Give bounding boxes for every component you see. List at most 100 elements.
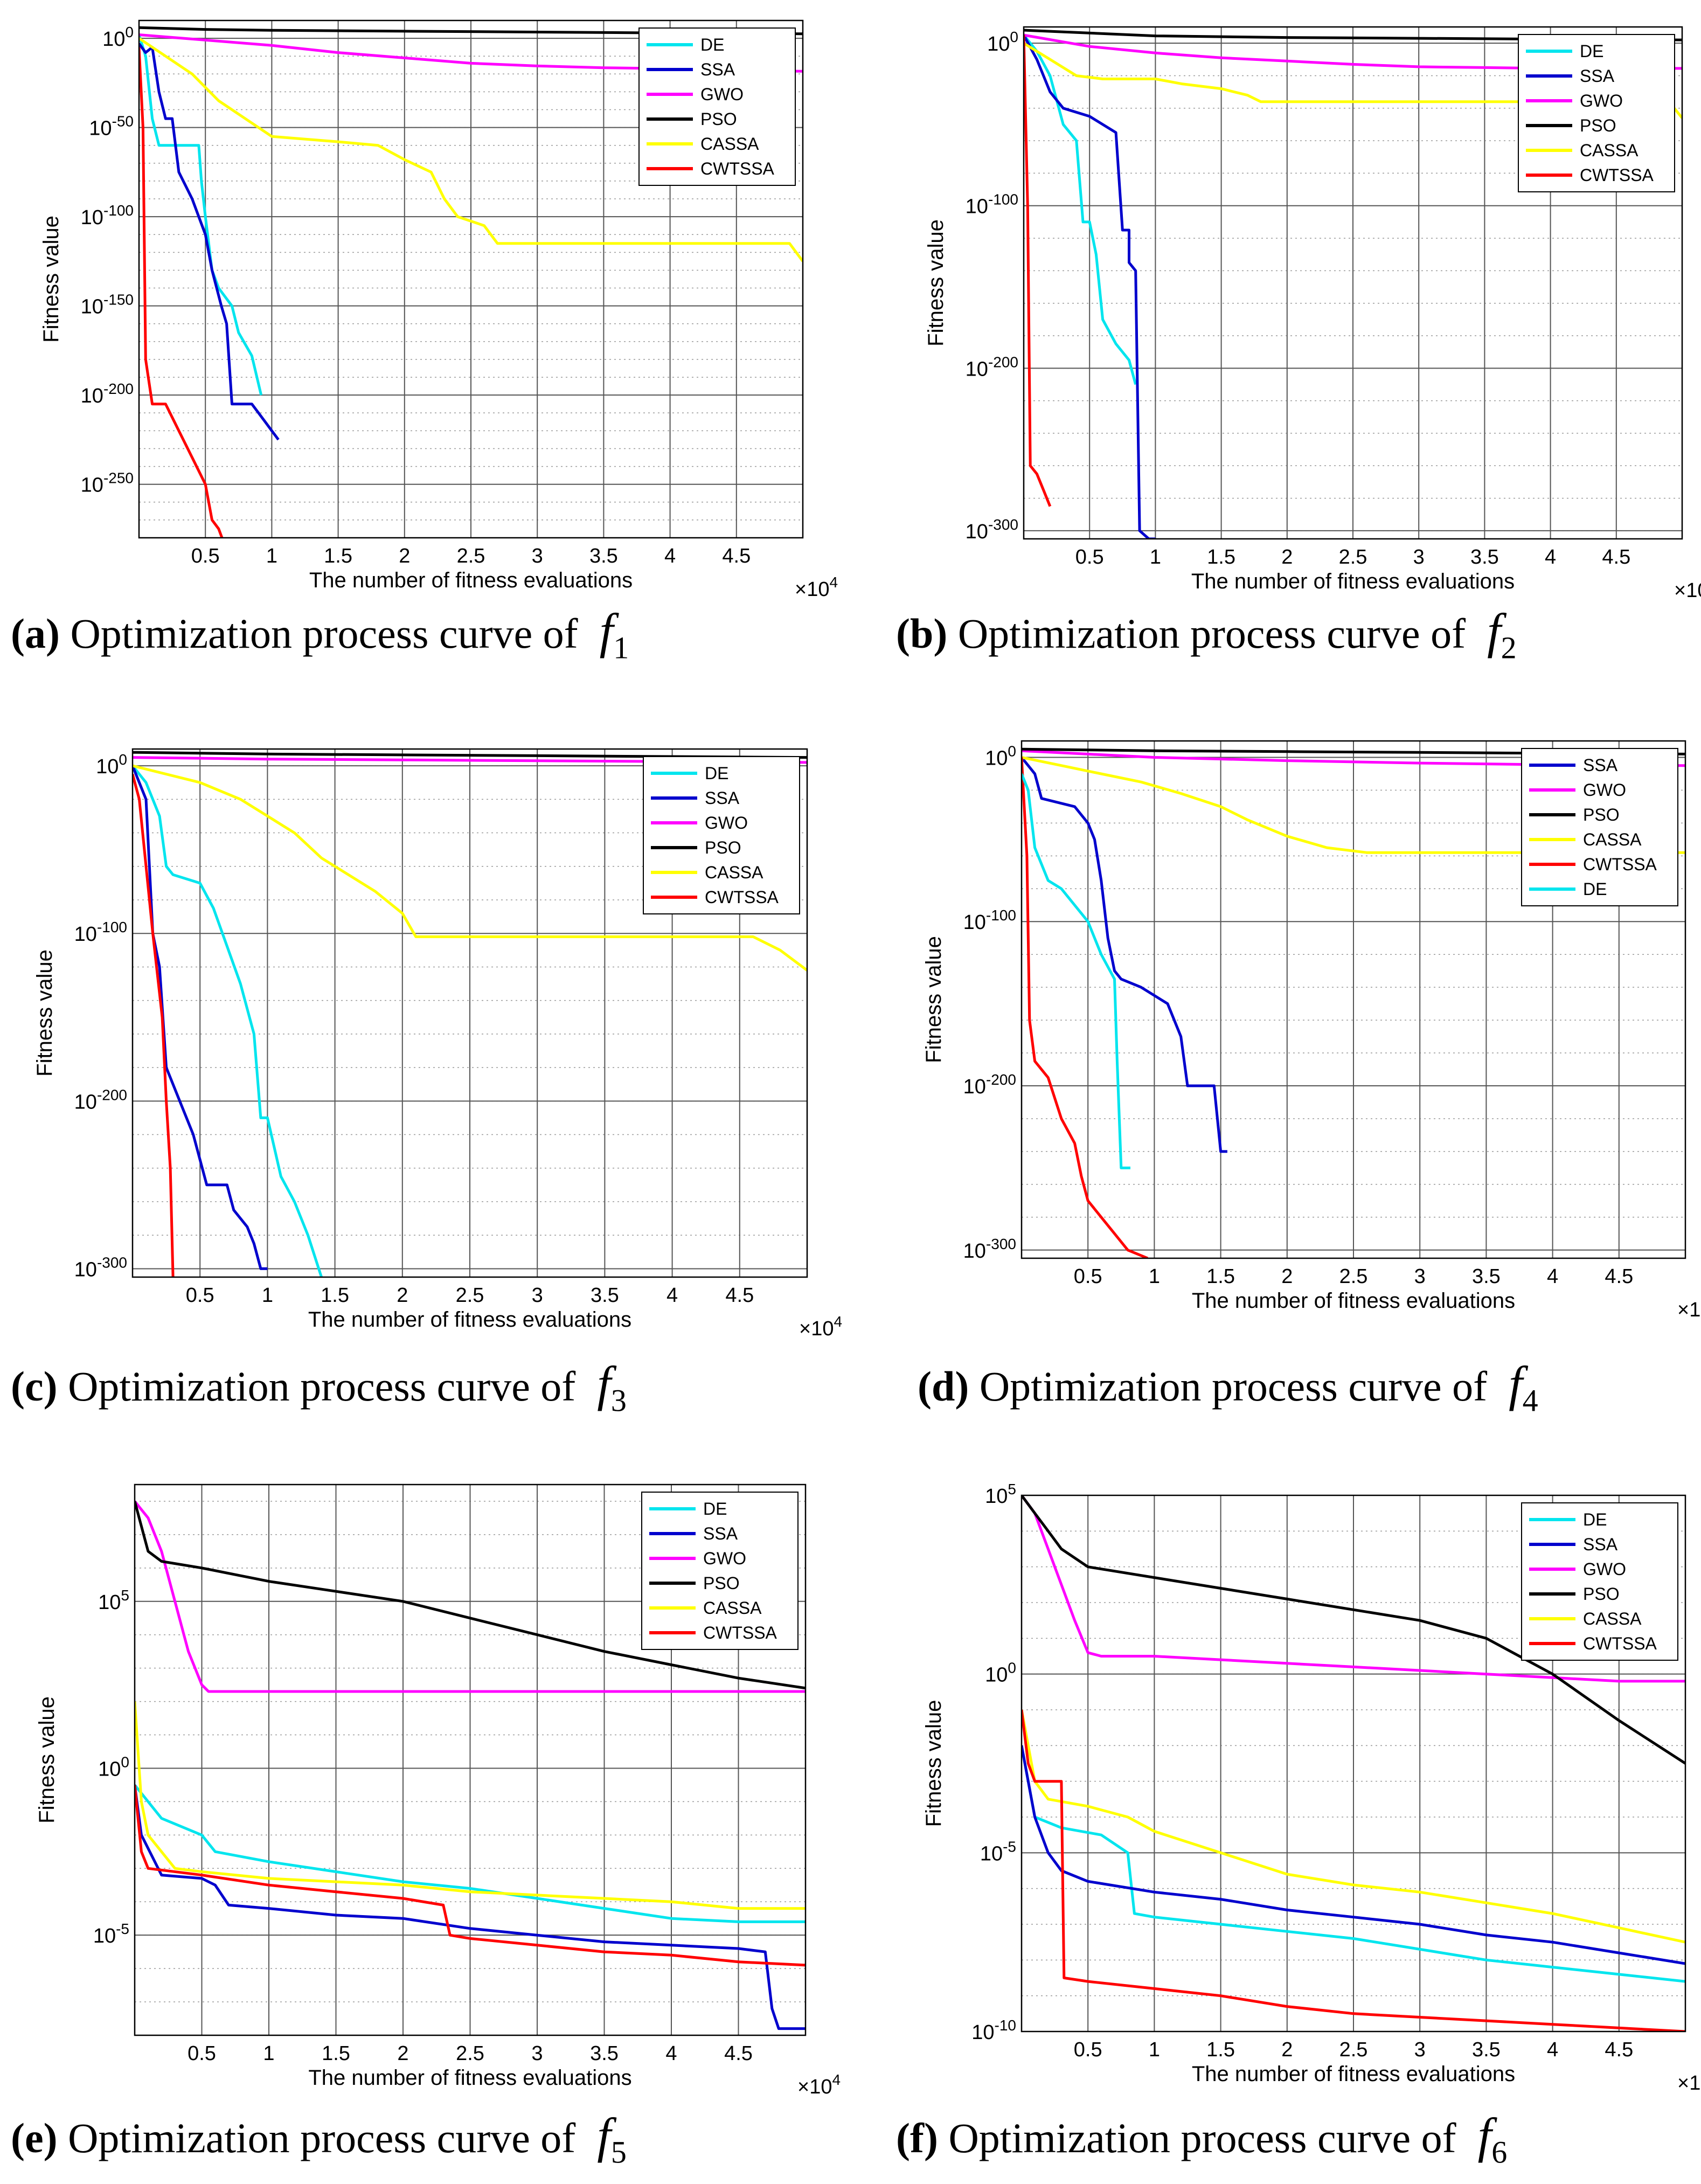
x-scale-factor: ×104 xyxy=(797,2071,841,2098)
legend-label-pso: PSO xyxy=(1580,116,1616,135)
y-tick-label: 105 xyxy=(98,1587,129,1614)
caption-function: f6 xyxy=(1477,2108,1508,2170)
legend-label-de: DE xyxy=(1583,1510,1607,1529)
caption-function: f2 xyxy=(1487,604,1517,665)
series-line-cassa xyxy=(1022,756,1685,854)
legend-label-gwo: GWO xyxy=(1583,1559,1626,1579)
series-line-de xyxy=(135,1784,806,1923)
x-tick-label: 2.5 xyxy=(1339,1265,1368,1288)
x-tick-label: 1 xyxy=(1149,2039,1160,2061)
caption-function-index: 4 xyxy=(1522,1383,1538,1418)
y-axis-label: Fitness value xyxy=(924,219,948,346)
legend-label-de: DE xyxy=(700,35,724,54)
x-tick-label: 2 xyxy=(397,1284,408,1307)
caption-f: (f) Optimization process curve of f6 xyxy=(896,2107,1507,2170)
series-line-ssa xyxy=(1022,1745,1685,1965)
x-tick-label: 3.5 xyxy=(1470,546,1499,568)
x-tick-label: 4.5 xyxy=(1605,1265,1633,1288)
caption-label: (e) xyxy=(11,2114,58,2161)
x-tick-label: 4 xyxy=(1547,1265,1558,1288)
x-tick-label: 0.5 xyxy=(1075,546,1104,568)
x-tick-label: 2.5 xyxy=(457,545,485,567)
x-tick-label: 2 xyxy=(399,545,410,567)
x-tick-label: 4 xyxy=(1545,546,1556,568)
series-line-gwo xyxy=(1022,1495,1685,1683)
series-line-cwtssa xyxy=(133,774,175,1277)
y-axis-label: Fitness value xyxy=(922,1700,946,1827)
axes-box xyxy=(1020,740,1686,1259)
y-axis-label: Fitness value xyxy=(33,949,57,1077)
series-line-cwtssa xyxy=(1024,35,1052,507)
y-tick-label: 10-100 xyxy=(966,191,1018,218)
axes-box xyxy=(138,19,804,539)
series-line-ssa xyxy=(1022,756,1227,1153)
legend-label-ssa: SSA xyxy=(1583,755,1618,775)
y-tick-label: 100 xyxy=(102,24,134,51)
caption-function-index: 3 xyxy=(610,1383,627,1418)
series-line-cwtssa xyxy=(135,1785,806,1967)
grid xyxy=(135,1485,806,2036)
y-tick-label: 100 xyxy=(985,743,1016,769)
x-tick-label: 3 xyxy=(1414,1265,1426,1288)
y-tick-label: 100 xyxy=(98,1753,129,1780)
y-tick-label: 105 xyxy=(985,1481,1016,1508)
chart-panel-f: 0.5 1 1.5 2 2.5 3 3.5 4 4.5 ×104 105 100 10-5 10-10 Th… xyxy=(850,1455,1701,2184)
y-tick-label: 100 xyxy=(985,1660,1016,1687)
x-tick-label: 0.5 xyxy=(186,1284,214,1307)
legend: DE SSA GWO PSO CASSA CWTSSA xyxy=(643,756,800,914)
chart-svg-a: 0.5 1 1.5 2 2.5 3 3.5 4 4.5 ×104 100 10-50 10-100 10-… xyxy=(39,19,838,601)
caption-function-index: 5 xyxy=(610,2134,627,2170)
x-axis-label: The number of fitness evaluations xyxy=(308,1308,631,1332)
x-tick-label: 3.5 xyxy=(1472,1265,1501,1288)
legend-label-cwtssa: CWTSSA xyxy=(703,1623,777,1642)
series-line-cassa xyxy=(133,764,807,972)
caption-text: Optimization process curve of xyxy=(938,2114,1456,2161)
legend-label-gwo: GWO xyxy=(703,1549,746,1568)
caption-function: f5 xyxy=(597,2108,627,2170)
x-tick-label: 4.5 xyxy=(1602,546,1630,568)
legend-label-cwtssa: CWTSSA xyxy=(1583,855,1657,874)
axes-box xyxy=(1020,1494,1686,2033)
chart-panel-d: 0.5 1 1.5 2 2.5 3 3.5 4 4.5 ×104 100 10-100 10-200 10… xyxy=(850,727,1701,1428)
chart-svg-f: 0.5 1 1.5 2 2.5 3 3.5 4 4.5 ×104 105 100 10-5 10-10 Th… xyxy=(922,1481,1701,2095)
chart-panel-e: 0.5 1 1.5 2 2.5 3 3.5 4 4.5 ×104 105 100 10-5 The num… xyxy=(0,1455,850,2184)
y-tick-label: 10-5 xyxy=(93,1920,129,1947)
x-tick-label: 2.5 xyxy=(1339,546,1367,568)
legend-label-de: DE xyxy=(705,764,728,783)
caption-label: (c) xyxy=(11,1363,58,1410)
legend-label-pso: PSO xyxy=(703,1573,740,1593)
caption-label: (d) xyxy=(918,1363,969,1410)
x-tick-label: 3 xyxy=(532,545,543,567)
series-line-de xyxy=(1024,34,1137,385)
x-tick-label: 1.5 xyxy=(321,1284,349,1307)
x-axis-label: The number of fitness evaluations xyxy=(308,2066,631,2090)
x-tick-label: 3.5 xyxy=(589,545,618,567)
legend-label-cassa: CASSA xyxy=(1583,1609,1642,1628)
caption-text: Optimization process curve of xyxy=(947,610,1466,657)
series-line-de xyxy=(139,34,263,396)
y-tick-label: 10-50 xyxy=(89,113,134,140)
x-tick-label: 3.5 xyxy=(1472,2039,1501,2061)
legend-label-de: DE xyxy=(1580,41,1603,61)
caption-function: f3 xyxy=(597,1356,627,1418)
x-tick-label: 2 xyxy=(397,2042,408,2065)
legend-label-cwtssa: CWTSSA xyxy=(1580,165,1654,185)
legend: DE SSA GWO PSO CASSA CWTSSA xyxy=(1518,34,1675,192)
legend: DE SSA GWO PSO CASSA CWTSSA xyxy=(1521,1502,1678,1661)
legend-label-cassa: CASSA xyxy=(705,863,763,882)
legend-label-pso: PSO xyxy=(1583,805,1620,824)
series-line-ssa xyxy=(135,1785,806,2030)
x-tick-label: 1.5 xyxy=(1207,546,1235,568)
y-tick-label: 10-300 xyxy=(963,1236,1016,1263)
x-tick-label: 0.5 xyxy=(1074,2039,1102,2061)
series-group xyxy=(1022,1495,1685,2032)
axes-box xyxy=(134,1483,807,2036)
x-tick-label: 1 xyxy=(1149,1265,1160,1288)
y-axis-label: Fitness value xyxy=(39,216,63,343)
series-line-de xyxy=(1022,773,1130,1169)
series-line-ssa xyxy=(1024,34,1156,539)
y-tick-label: 100 xyxy=(96,751,127,778)
caption-text: Optimization process curve of xyxy=(57,2114,576,2161)
y-tick-label: 10-200 xyxy=(81,380,134,407)
x-tick-label: 0.5 xyxy=(1074,1265,1102,1288)
